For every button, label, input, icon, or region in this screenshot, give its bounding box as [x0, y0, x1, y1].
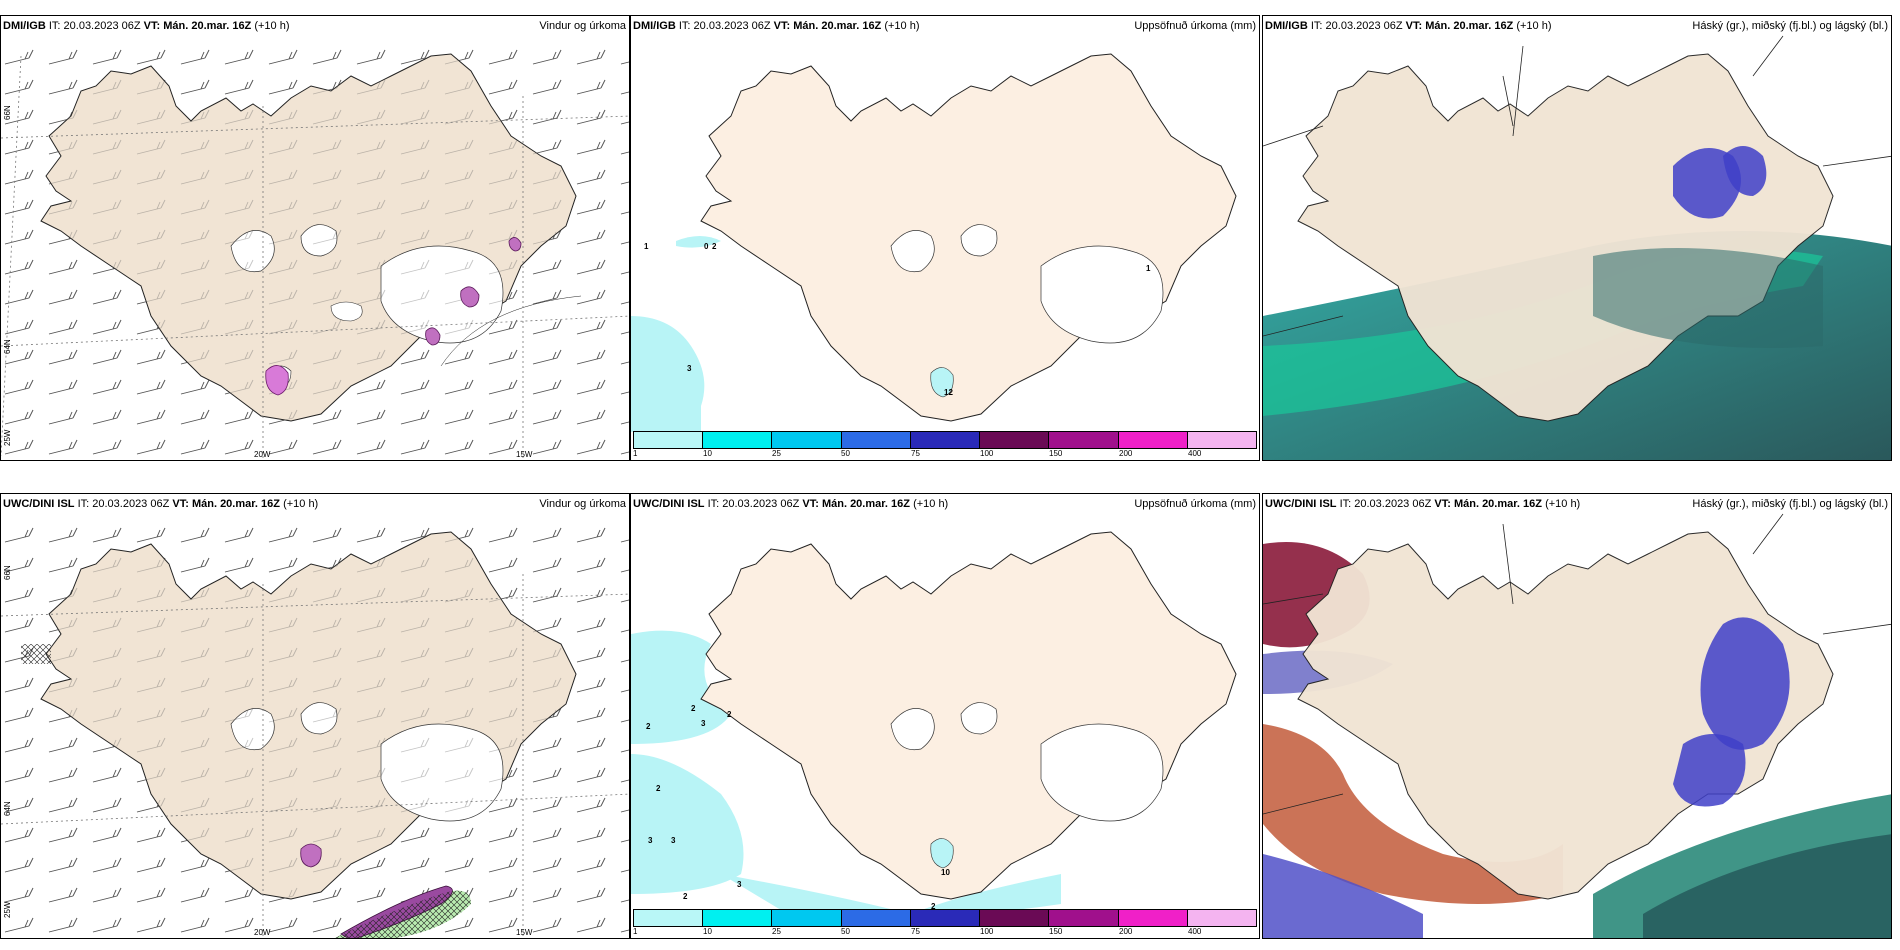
- panel-title: Vindur og úrkoma: [539, 20, 626, 32]
- panel-row2-wind: UWC/DINI ISL IT: 20.03.2023 06Z VT: Mán.…: [0, 493, 630, 939]
- colorbar-tick: 10: [703, 927, 712, 936]
- colorbar-tick: 75: [911, 927, 920, 936]
- colorbar-tick: 50: [841, 449, 850, 458]
- precip-value: 10: [941, 868, 950, 877]
- panel-row1-wind: DMI/IGB IT: 20.03.2023 06Z VT: Mán. 20.m…: [0, 15, 630, 461]
- colorbar: [633, 431, 1257, 449]
- colorbar-tick: 50: [841, 927, 850, 936]
- map-wind-dmi: [1, 36, 629, 460]
- lon-label-15: 15W: [516, 928, 533, 937]
- precip-value: 3: [687, 364, 692, 373]
- map-clouds-dmi: [1263, 35, 1891, 460]
- colorbar-segment: [910, 910, 981, 926]
- colorbar-segment: [841, 432, 911, 448]
- precip-value: 2: [656, 784, 661, 793]
- colorbar-tick: 1: [633, 927, 638, 936]
- panel-header: UWC/DINI ISL IT: 20.03.2023 06Z VT: Mán.…: [3, 498, 319, 510]
- panel-header: DMI/IGB IT: 20.03.2023 06Z VT: Mán. 20.m…: [3, 20, 290, 32]
- lon-label-15: 15W: [516, 450, 533, 459]
- colorbar-segment: [841, 910, 911, 926]
- colorbar-segment: [703, 910, 773, 926]
- colorbar-tick: 100: [980, 927, 994, 936]
- precip-value: 2: [931, 902, 936, 911]
- panel-title: Vindur og úrkoma: [539, 498, 626, 510]
- map-clouds-uwc: [1263, 513, 1891, 938]
- colorbar-tick: 150: [1049, 449, 1063, 458]
- precip-value: 3: [737, 880, 742, 889]
- panel-title: Háský (gr.), miðský (fj.bl.) og lágský (…: [1692, 20, 1888, 32]
- colorbar-segment: [980, 910, 1050, 926]
- colorbar-tick: 400: [1188, 927, 1202, 936]
- colorbar-tick: 100: [980, 449, 994, 458]
- panel-header: UWC/DINI ISL IT: 20.03.2023 06Z VT: Mán.…: [1265, 498, 1581, 510]
- lat-label-66: 66N: [630, 565, 632, 580]
- colorbar-segment: [1049, 432, 1119, 448]
- colorbar-tick: 25: [772, 927, 781, 936]
- colorbar-segment: [1187, 432, 1256, 448]
- precip-value: 2: [712, 242, 717, 251]
- map-precip-uwc: [631, 531, 1237, 916]
- colorbar-segment: [1118, 910, 1188, 926]
- panel-header: DMI/IGB IT: 20.03.2023 06Z VT: Mán. 20.m…: [1265, 20, 1552, 32]
- colorbar-tick: 200: [1119, 449, 1133, 458]
- panel-row2-precip: UWC/DINI ISL IT: 20.03.2023 06Z VT: Mán.…: [630, 493, 1260, 939]
- colorbar-tick: 400: [1188, 449, 1202, 458]
- colorbar-segment: [910, 432, 981, 448]
- colorbar-segment: [634, 910, 704, 926]
- precip-value: 2: [683, 892, 688, 901]
- lon-label-20: 20W: [254, 450, 271, 459]
- lat-label-66: 66N: [3, 565, 12, 580]
- precip-value: 1: [644, 242, 649, 251]
- colorbar-ticks: 1 10 25 50 75 100 150 200 400: [633, 927, 1257, 938]
- precip-value: 2: [727, 710, 732, 719]
- panel-row1-clouds: DMI/IGB IT: 20.03.2023 06Z VT: Mán. 20.m…: [1262, 15, 1892, 461]
- lon-label-25: 25W: [3, 901, 12, 918]
- lat-label-64: 64N: [3, 801, 12, 816]
- colorbar-tick: 25: [772, 449, 781, 458]
- lon-label-25: 25W: [3, 429, 12, 446]
- colorbar-segment: [1118, 432, 1188, 448]
- precip-value: 1: [1146, 264, 1151, 273]
- panel-title: Uppsöfnuð úrkoma (mm): [1134, 20, 1256, 32]
- colorbar-segment: [772, 432, 842, 448]
- precip-value: 2: [691, 704, 696, 713]
- colorbar-tick: 150: [1049, 927, 1063, 936]
- precip-value: 3: [648, 836, 653, 845]
- colorbar-ticks: 1 10 25 50 75 100 150 200 400: [633, 449, 1257, 460]
- colorbar-tick: 1: [633, 449, 638, 458]
- colorbar-tick: 75: [911, 449, 920, 458]
- panel-header: UWC/DINI ISL IT: 20.03.2023 06Z VT: Mán.…: [633, 498, 949, 510]
- colorbar-tick: 200: [1119, 927, 1133, 936]
- lat-label-66: 66N: [630, 87, 632, 102]
- precip-value: 3: [701, 719, 706, 728]
- map-wind-uwc: [1, 514, 629, 938]
- lon-label-20: 20W: [254, 928, 271, 937]
- colorbar-segment: [1049, 910, 1119, 926]
- precip-value: 3: [671, 836, 676, 845]
- panel-row2-clouds: UWC/DINI ISL IT: 20.03.2023 06Z VT: Mán.…: [1262, 493, 1892, 939]
- colorbar-segment: [772, 910, 842, 926]
- colorbar-tick: 10: [703, 449, 712, 458]
- lat-label-66: 66N: [3, 105, 12, 120]
- precip-value: 0: [704, 242, 709, 251]
- panel-title: Uppsöfnuð úrkoma (mm): [1134, 498, 1256, 510]
- lat-label-64: 64N: [3, 339, 12, 354]
- colorbar: [633, 909, 1257, 927]
- colorbar-segment: [980, 432, 1050, 448]
- colorbar-segment: [634, 432, 704, 448]
- panel-title: Háský (gr.), miðský (fj.bl.) og lágský (…: [1692, 498, 1888, 510]
- panel-header: DMI/IGB IT: 20.03.2023 06Z VT: Mán. 20.m…: [633, 20, 920, 32]
- colorbar-segment: [1187, 910, 1256, 926]
- precip-value: 2: [646, 722, 651, 731]
- map-precip-dmi: [631, 53, 1237, 432]
- precip-value: 12: [944, 388, 953, 397]
- colorbar-segment: [703, 432, 773, 448]
- panel-row1-precip: DMI/IGB IT: 20.03.2023 06Z VT: Mán. 20.m…: [630, 15, 1260, 461]
